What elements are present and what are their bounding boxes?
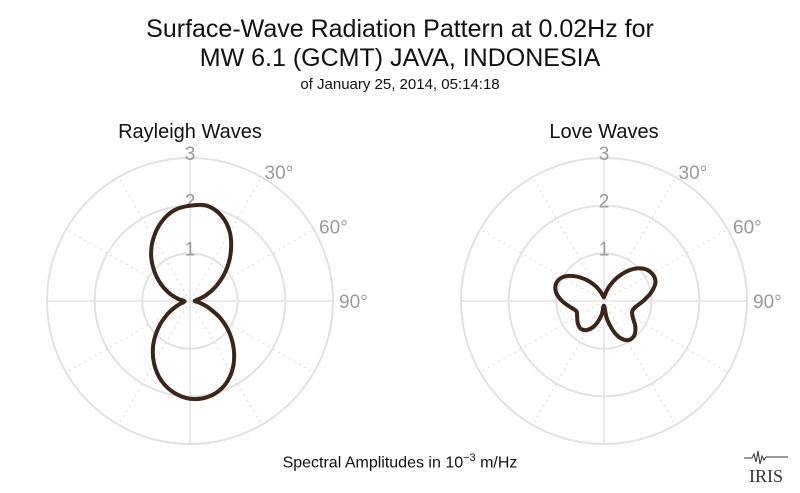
chart2-angle-tick-label-90: 90° [753, 292, 782, 313]
chart1-spoke-300 [65, 228, 191, 302]
chart1-radial-tick-label-2: 2 [185, 192, 196, 213]
chart1-panel-title: Rayleigh Waves [118, 121, 262, 143]
chart1-spoke-150 [189, 300, 263, 426]
chart2-spoke-120 [603, 300, 729, 374]
chart1-angle-tick-label-60: 60° [319, 218, 348, 239]
chart-title-line1: Surface-Wave Radiation Pattern at 0.02Hz… [146, 15, 654, 43]
chart2-angle-tick-label-60: 60° [733, 218, 762, 239]
units-base: 10 [445, 454, 464, 472]
seismogram-line-icon [744, 450, 788, 465]
chart1-ring-1 [141, 252, 239, 350]
chart2-radial-tick-label-2: 2 [599, 192, 610, 213]
chart2-spoke-240 [479, 300, 605, 374]
chart2-radial-tick-label-1: 1 [599, 239, 610, 260]
chart1-angle-tick-label-30: 30° [265, 163, 294, 184]
chart1-radiation-pattern-line [149, 202, 237, 402]
chart2-spoke-210 [531, 300, 605, 426]
chart-subtitle: of January 25, 2014, 05:14:18 [300, 76, 500, 93]
chart2-spoke-150 [603, 300, 677, 426]
chart1-spoke-120 [189, 300, 315, 374]
chart2-panel-title: Love Waves [549, 121, 658, 143]
chart2-ring-3 [460, 157, 748, 445]
chart2-spoke-300 [479, 228, 605, 302]
units-exponent: −3 [463, 452, 476, 464]
chart2-ring-2 [507, 204, 701, 398]
units-suffix: m/Hz [475, 454, 518, 472]
chart1-spoke-30 [189, 176, 263, 302]
chart2-radiation-pattern-line [553, 266, 658, 343]
chart1-radial-tick-label-3: 3 [185, 144, 196, 165]
chart1-angle-tick-label-90: 90° [339, 292, 368, 313]
chart2-spoke-60 [603, 228, 729, 302]
chart2-radial-tick-label-3: 3 [599, 144, 610, 165]
chart1-ring-3 [46, 157, 334, 445]
amplitude-units-label: Spectral Amplitudes in 10−3 m/Hz [0, 452, 800, 472]
chart2-ring-1 [555, 252, 653, 350]
chart2-angle-tick-label-30: 30° [679, 163, 708, 184]
logo-text: IRIS [749, 466, 783, 486]
iris-logo: IRIS [744, 450, 788, 486]
units-prefix: Spectral Amplitudes in [282, 454, 446, 472]
chart-title-line2: MW 6.1 (GCMT) JAVA, INDONESIA [199, 44, 601, 72]
chart1-radial-tick-label-1: 1 [185, 239, 196, 260]
chart1-spoke-60 [189, 228, 315, 302]
